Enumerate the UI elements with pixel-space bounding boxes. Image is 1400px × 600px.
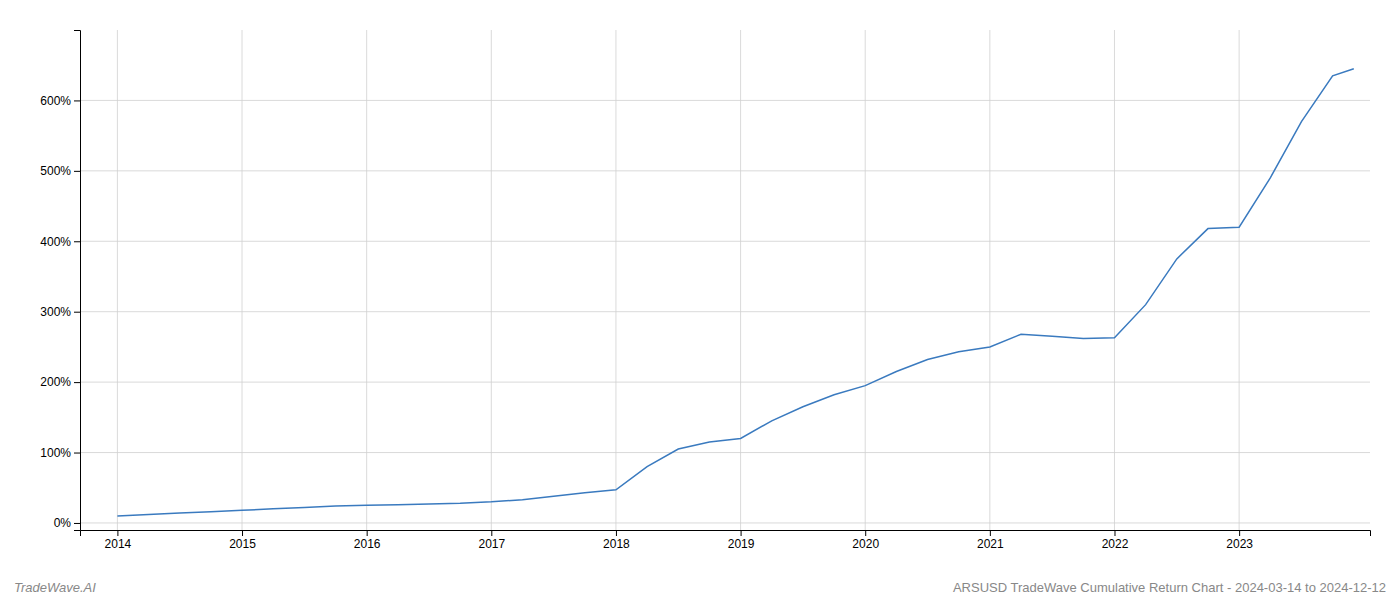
x-axis-tick-mark bbox=[741, 530, 742, 536]
x-axis-tick-label: 2014 bbox=[105, 537, 132, 551]
x-axis-tick: 2021 bbox=[977, 530, 1004, 551]
x-grid-line bbox=[242, 30, 243, 530]
x-axis-tick: 2018 bbox=[603, 530, 630, 551]
y-axis-tick: 500% bbox=[40, 164, 80, 178]
y-axis-tick: 400% bbox=[40, 235, 80, 249]
x-axis-tick-label: 2019 bbox=[728, 537, 755, 551]
y-axis-tick: 0% bbox=[54, 516, 80, 530]
x-axis: 2014 2015 2016 2017 2018 2019 2020 2021 2022 2023 bbox=[81, 530, 1371, 551]
x-axis-tick-label: 2017 bbox=[478, 537, 505, 551]
y-axis-tick-label: 400% bbox=[40, 235, 71, 249]
x-axis-line bbox=[81, 531, 1371, 537]
y-axis-tick-mark bbox=[74, 100, 80, 101]
y-axis-tick-mark bbox=[74, 171, 80, 172]
y-grid-line bbox=[80, 382, 1370, 383]
x-axis-tick: 2022 bbox=[1102, 530, 1129, 551]
x-axis-tick-label: 2021 bbox=[977, 537, 1004, 551]
x-axis-tick: 2023 bbox=[1226, 530, 1253, 551]
y-axis-tick-mark bbox=[74, 453, 80, 454]
data-line bbox=[117, 69, 1353, 516]
x-axis-tick-mark bbox=[367, 530, 368, 536]
x-axis-tick-mark bbox=[242, 530, 243, 536]
y-grid-line bbox=[80, 170, 1370, 171]
y-axis-tick-label: 600% bbox=[40, 94, 71, 108]
x-axis-tick-mark bbox=[491, 530, 492, 536]
x-axis-tick-label: 2015 bbox=[229, 537, 256, 551]
x-axis-tick: 2017 bbox=[478, 530, 505, 551]
plot-area bbox=[117, 69, 1353, 516]
x-axis-tick: 2020 bbox=[852, 530, 879, 551]
y-axis-tick: 200% bbox=[40, 375, 80, 389]
y-axis-tick-label: 100% bbox=[40, 446, 71, 460]
y-axis: 0% 100% 200% 300% 400% 500% 600% bbox=[40, 31, 80, 531]
footer-right: ARSUSD TradeWave Cumulative Return Chart… bbox=[953, 580, 1386, 595]
x-grid-line bbox=[366, 30, 367, 530]
x-axis-tick-label: 2020 bbox=[852, 537, 879, 551]
y-grid-line bbox=[80, 311, 1370, 312]
x-axis-tick-mark bbox=[1114, 530, 1115, 536]
x-grid-line bbox=[1239, 30, 1240, 530]
x-grid-line bbox=[989, 30, 990, 530]
x-grid-line bbox=[491, 30, 492, 530]
x-axis-tick: 2016 bbox=[354, 530, 381, 551]
x-axis-tick-mark bbox=[117, 530, 118, 536]
y-axis-tick: 100% bbox=[40, 446, 80, 460]
x-axis-tick-label: 2018 bbox=[603, 537, 630, 551]
grid bbox=[80, 30, 1370, 530]
x-axis-tick: 2014 bbox=[105, 530, 132, 551]
footer-left: TradeWave.AI bbox=[14, 580, 96, 595]
y-axis-tick: 600% bbox=[40, 94, 80, 108]
x-axis-tick-mark bbox=[616, 530, 617, 536]
x-axis-tick: 2015 bbox=[229, 530, 256, 551]
y-grid-line bbox=[80, 100, 1370, 101]
x-axis-tick-mark bbox=[865, 530, 866, 536]
chart: 2014 2015 2016 2017 2018 2019 2020 2021 2022 2023… bbox=[0, 0, 1400, 600]
x-grid-line bbox=[740, 30, 741, 530]
y-axis-tick-mark bbox=[74, 382, 80, 383]
x-grid-line bbox=[1114, 30, 1115, 530]
y-axis-tick-mark bbox=[74, 523, 80, 524]
y-axis-tick-label: 200% bbox=[40, 375, 71, 389]
y-axis-tick-label: 300% bbox=[40, 305, 71, 319]
x-grid-line bbox=[117, 30, 118, 530]
x-axis-tick-mark bbox=[1239, 530, 1240, 536]
x-axis-tick-mark bbox=[990, 530, 991, 536]
x-axis-tick-label: 2016 bbox=[354, 537, 381, 551]
x-grid-line bbox=[615, 30, 616, 530]
y-axis-tick: 300% bbox=[40, 305, 80, 319]
y-axis-tick-mark bbox=[74, 241, 80, 242]
y-grid-line bbox=[80, 522, 1370, 523]
x-axis-tick-label: 2023 bbox=[1226, 537, 1253, 551]
y-axis-tick-label: 0% bbox=[54, 516, 72, 530]
x-grid-line bbox=[865, 30, 866, 530]
y-axis-line bbox=[74, 31, 81, 531]
x-axis-tick: 2019 bbox=[728, 530, 755, 551]
y-grid-line bbox=[80, 241, 1370, 242]
y-grid-line bbox=[80, 452, 1370, 453]
y-axis-tick-mark bbox=[74, 312, 80, 313]
y-axis-tick-label: 500% bbox=[40, 164, 71, 178]
x-axis-tick-label: 2022 bbox=[1102, 537, 1129, 551]
